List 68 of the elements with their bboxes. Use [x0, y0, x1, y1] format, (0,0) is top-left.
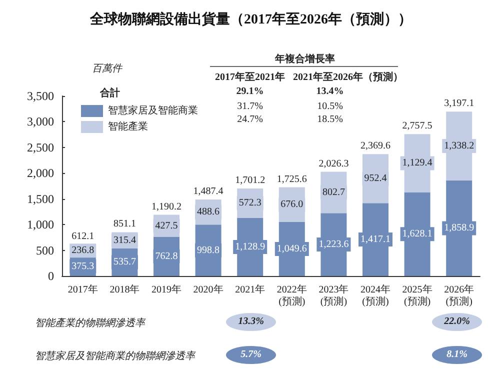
text: 2017年至2021年	[215, 70, 285, 84]
y-tick-label: 3,500	[27, 89, 54, 103]
y-axis-title: 百萬件	[92, 62, 123, 74]
data-label: 488.6	[197, 206, 220, 218]
annotation: 31.7%	[237, 101, 263, 112]
annotation: 13.4%	[316, 86, 344, 97]
x-tick-label: 2023年 (預測)	[318, 284, 349, 308]
data-label: 375.3	[72, 260, 94, 272]
x-tick-label: 2018年	[110, 284, 140, 296]
data-label: 535.7	[113, 256, 136, 268]
data-label: 1,338.2	[444, 140, 474, 152]
text: 2021年至2026年（預測）	[293, 70, 403, 84]
text: 智能產業的物聯網滲透率	[35, 316, 145, 330]
total-label: 1,701.2	[235, 175, 266, 186]
text: 8.1%	[446, 349, 468, 360]
text: 22.0%	[444, 316, 470, 327]
annotation: 合計	[100, 86, 120, 100]
text: 年複合增長率	[275, 52, 335, 66]
data-label: 1,223.6	[318, 239, 349, 250]
data-label: 315.4	[113, 234, 136, 246]
data-label: 572.3	[238, 198, 262, 209]
text: 智慧家居及智能商業的物聯網滲透率	[35, 350, 195, 363]
total-label: 1,725.6	[276, 174, 307, 185]
total-label: 1,190.2	[152, 201, 182, 212]
annotation: 10.5%	[317, 101, 343, 112]
x-tick-label: 2017年	[68, 284, 98, 296]
x-tick-label: 2019年	[152, 284, 182, 296]
data-label: 952.4	[364, 173, 387, 184]
y-tick-label: 1,000	[27, 218, 54, 232]
annotation: 29.1%	[236, 86, 264, 97]
legend-label: 智能產業	[108, 120, 148, 132]
total-label: 2,369.6	[360, 140, 390, 152]
text: 13.3%	[238, 316, 264, 327]
total-label: 1,487.4	[193, 186, 224, 198]
total-label: 612.1	[72, 231, 94, 242]
x-tick-label: 2024年 (預測)	[360, 284, 390, 308]
data-label: 676.0	[280, 199, 304, 210]
x-tick-label: 2021年	[235, 284, 266, 296]
data-label: 762.8	[155, 250, 178, 262]
data-label: 998.8	[197, 244, 220, 256]
annotation: 24.7%	[237, 114, 263, 125]
x-tick-label: 2022年 (預測)	[276, 284, 307, 308]
y-tick-label: 3,000	[27, 114, 54, 129]
data-label: 1,129.4	[402, 158, 432, 169]
total-label: 851.1	[113, 218, 136, 230]
x-tick-label: 2025年 (預測)	[402, 284, 432, 308]
annotation: 18.5%	[317, 114, 343, 125]
data-label: 1,049.6	[276, 244, 307, 255]
data-label: 1,417.1	[360, 234, 390, 246]
data-label: 802.7	[322, 186, 345, 198]
chart-title: 全球物聯網設備出貨量（2017年至2026年（預測））	[89, 12, 412, 28]
y-tick-label: 0	[48, 269, 54, 283]
y-tick-label: 500	[36, 243, 54, 258]
data-label: 1,628.1	[402, 228, 432, 240]
y-tick-label: 2,000	[27, 166, 54, 180]
y-tick-label: 1,500	[27, 192, 54, 206]
total-label: 3,197.1	[444, 98, 474, 110]
legend-label: 智慧家居及智能商業	[108, 104, 198, 116]
total-label: 2,757.5	[402, 120, 432, 132]
x-tick-label: 2026年 (預測)	[444, 284, 474, 308]
data-label: 1,858.9	[444, 222, 474, 234]
data-label: 427.5	[155, 220, 178, 232]
text: 5.7%	[240, 349, 262, 360]
y-tick-label: 2,500	[27, 140, 54, 154]
total-label: 2,026.3	[318, 158, 349, 170]
data-label: 236.8	[72, 245, 94, 256]
x-tick-label: 2020年	[193, 284, 224, 296]
data-label: 1,128.9	[235, 241, 266, 252]
